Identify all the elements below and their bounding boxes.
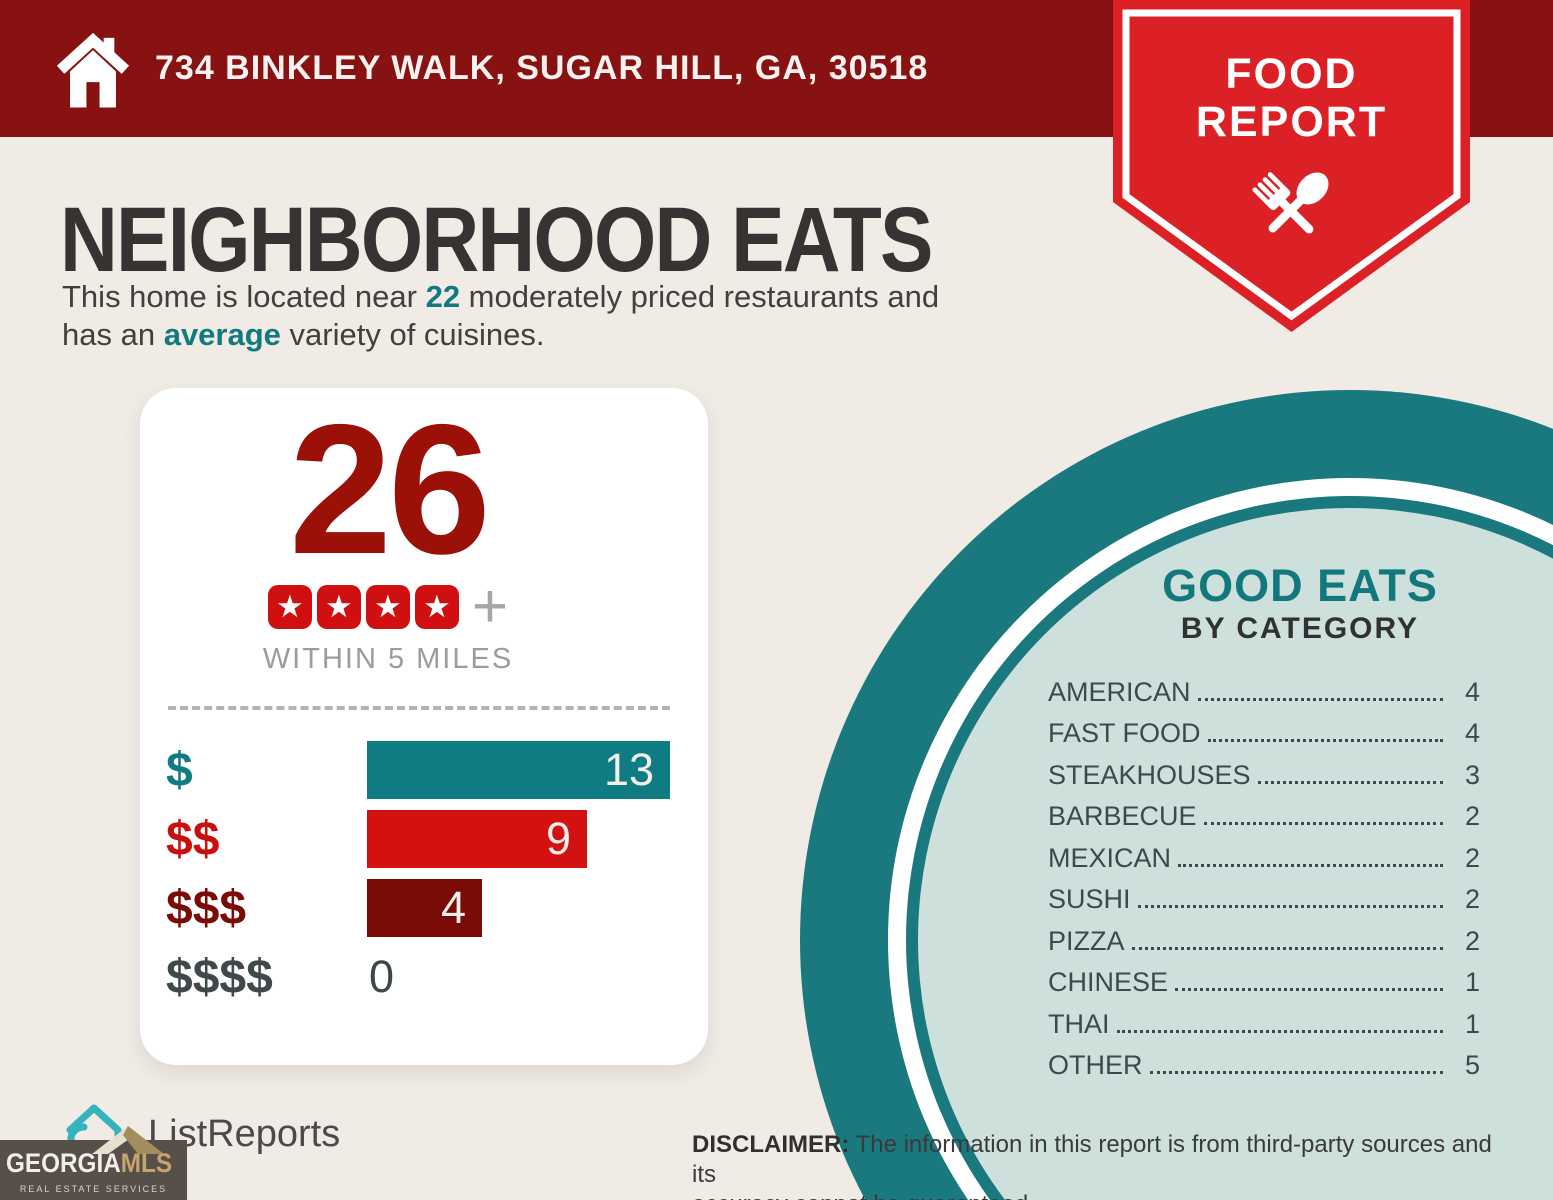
category-value: 4 xyxy=(1464,718,1480,748)
page-title: NEIGHBORHOOD EATS xyxy=(60,189,933,291)
category-label: PIZZA xyxy=(1048,925,1125,956)
category-row: CHINESE 1 xyxy=(1048,962,1480,1004)
leader-dots xyxy=(1178,863,1443,867)
food-report-ribbon: FOOD REPORT xyxy=(1113,0,1470,334)
price-bar-row: $$$ 4 xyxy=(140,874,708,943)
category-label: OTHER xyxy=(1048,1050,1143,1080)
star-icon xyxy=(267,585,312,629)
leader-dots xyxy=(1137,905,1443,908)
page-subtitle: This home is located near 22 moderately … xyxy=(62,278,1102,354)
good-eats-subtitle: BY CATEGORY xyxy=(1180,612,1420,645)
price-bar-chart: $ 13 $$ 9 $$$ 4 $$$$ 0 xyxy=(140,736,708,1012)
bar-value: 4 xyxy=(440,882,466,933)
leader-dots xyxy=(1116,1029,1443,1033)
variety-highlight: average xyxy=(163,317,281,352)
disclaimer-label: DISCLAIMER: xyxy=(692,1131,850,1158)
ribbon-shape xyxy=(1113,0,1470,332)
price-bar-row: $ 13 xyxy=(140,736,708,805)
category-row: SUSHI 2 xyxy=(1048,879,1480,921)
category-value: 3 xyxy=(1464,759,1480,790)
disclaimer-text: DISCLAIMER: The information in this repo… xyxy=(692,1131,1492,1200)
price-bar-row: $$ 9 xyxy=(140,805,708,874)
leader-dots xyxy=(1149,1071,1443,1074)
category-value: 2 xyxy=(1464,925,1480,956)
bar: 13 xyxy=(367,741,670,799)
category-row: PIZZA 2 xyxy=(1048,920,1480,962)
category-label: STEAKHOUSES xyxy=(1048,759,1251,790)
subtitle-text: variety of cuisines. xyxy=(280,317,545,352)
mls-roof-icon xyxy=(92,1126,164,1154)
ribbon-title-food: FOOD xyxy=(1225,50,1358,98)
category-value: 4 xyxy=(1464,676,1480,707)
price-bar-row: $$$$ 0 xyxy=(140,943,708,1012)
restaurant-count: 22 xyxy=(425,279,461,314)
property-address: 734 BINKLEY WALK, SUGAR HILL, GA, 30518 xyxy=(155,49,929,87)
category-value: 2 xyxy=(1464,842,1480,873)
category-label: AMERICAN xyxy=(1048,676,1191,707)
category-label: BARBECUE xyxy=(1048,801,1197,831)
price-tier-label: $$$$ xyxy=(166,951,273,1004)
home-icon xyxy=(56,32,130,108)
category-value: 1 xyxy=(1464,1008,1480,1039)
bar: 9 xyxy=(367,810,587,868)
category-label: FAST FOOD xyxy=(1048,718,1201,748)
star-icon xyxy=(414,585,459,629)
bar-value: 13 xyxy=(603,744,654,795)
ribbon-title-report: REPORT xyxy=(1195,98,1388,146)
subtitle-text: This home is located near xyxy=(62,279,426,314)
price-tier-label: $$ xyxy=(166,813,220,866)
restaurant-total-count: 26 xyxy=(289,387,491,593)
category-label: MEXICAN xyxy=(1048,842,1172,873)
leader-dots xyxy=(1207,739,1443,742)
category-list: AMERICAN 4 FAST FOOD 4 STEAKHOUSES 3 BARBEC… xyxy=(1048,671,1480,1086)
category-value: 1 xyxy=(1464,967,1480,997)
category-row: FAST FOOD 4 xyxy=(1048,713,1480,755)
bar-value: 9 xyxy=(545,813,571,864)
star-rating: + xyxy=(140,572,636,641)
leader-dots xyxy=(1175,988,1443,991)
radius-note: WITHIN 5 MILES xyxy=(262,643,514,675)
good-eats-title: GOOD EATS xyxy=(1162,560,1438,611)
category-row: AMERICAN 4 xyxy=(1048,671,1480,713)
leader-dots xyxy=(1131,946,1443,950)
spoon-fork-icon xyxy=(1252,172,1329,234)
category-row: THAI 1 xyxy=(1048,1003,1480,1045)
category-row: STEAKHOUSES 3 xyxy=(1048,754,1480,796)
restaurant-stat-card: 26 + WITHIN 5 MILES $ 13 $$ 9 $$$ 4 xyxy=(140,388,708,1065)
price-tier-label: $$$ xyxy=(166,882,247,935)
category-row: OTHER 5 xyxy=(1048,1045,1480,1087)
subtitle-text: moderately priced restaurants and xyxy=(460,279,940,314)
category-value: 2 xyxy=(1464,801,1480,831)
mls-wordmark: GEORGIAMLS xyxy=(6,1148,173,1178)
star-icon xyxy=(316,585,361,629)
leader-dots xyxy=(1197,697,1443,701)
leader-dots xyxy=(1257,780,1443,784)
category-value: 2 xyxy=(1464,884,1480,914)
category-label: THAI xyxy=(1048,1008,1110,1039)
star-icon xyxy=(365,585,410,629)
georgia-mls-logo: GEORGIAMLS REAL ESTATE SERVICES xyxy=(0,1126,187,1200)
plus-sign: + xyxy=(471,572,509,641)
dashed-divider xyxy=(168,706,670,710)
leader-dots xyxy=(1203,822,1443,825)
category-row: BARBECUE 2 xyxy=(1048,796,1480,838)
category-row: MEXICAN 2 xyxy=(1048,837,1480,879)
bar: 4 xyxy=(367,879,482,937)
bar-value: 0 xyxy=(369,951,395,1002)
mls-tagline: REAL ESTATE SERVICES xyxy=(19,1184,168,1194)
category-value: 5 xyxy=(1464,1050,1480,1080)
price-tier-label: $ xyxy=(166,744,193,797)
subtitle-text: has an xyxy=(62,317,164,352)
stat-summary: 26 + WITHIN 5 MILES xyxy=(140,388,636,676)
category-label: SUSHI xyxy=(1048,884,1131,914)
category-label: CHINESE xyxy=(1048,967,1169,997)
